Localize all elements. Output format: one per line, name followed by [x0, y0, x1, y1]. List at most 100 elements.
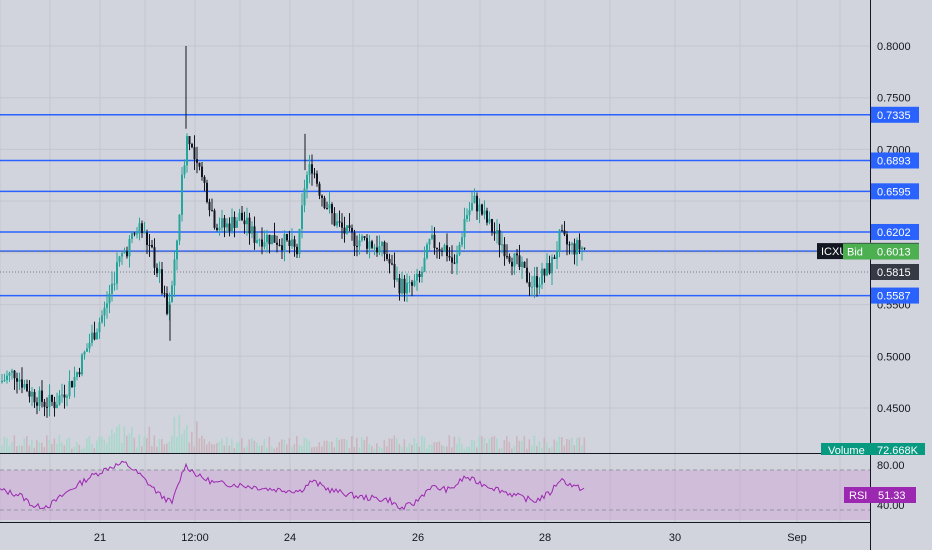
volume-bar	[266, 447, 268, 453]
candle-body	[471, 203, 473, 211]
candle-body	[348, 225, 351, 228]
volume-bar	[151, 446, 153, 453]
candle-body	[526, 267, 528, 283]
candle-body	[306, 174, 308, 189]
candle-body	[51, 394, 53, 402]
volume-bar	[511, 448, 513, 453]
candle-body	[366, 237, 368, 249]
candle-body	[316, 173, 318, 184]
candle-body	[248, 217, 251, 234]
candle-body	[441, 250, 443, 252]
candle-body	[286, 233, 288, 241]
volume-bar	[316, 446, 318, 453]
candle-body	[361, 236, 363, 241]
candle-body	[338, 221, 341, 223]
volume-bar	[218, 441, 221, 453]
volume-bar	[101, 436, 103, 453]
volume-bar	[448, 435, 451, 453]
candle-body	[381, 241, 383, 247]
candle-body	[346, 225, 348, 234]
volume-bar	[311, 447, 313, 453]
price-label: 0.6013	[877, 247, 911, 259]
candle-body	[3, 380, 6, 382]
volume-bar	[163, 444, 166, 453]
volume-bar	[406, 447, 408, 453]
volume-bar	[201, 435, 203, 453]
volume-bar	[443, 446, 446, 453]
candle-body	[173, 259, 176, 286]
volume-bar	[548, 448, 551, 453]
candle-body	[531, 286, 533, 288]
candle-body	[86, 348, 88, 352]
volume-bar	[138, 434, 141, 453]
volume-bar	[481, 436, 483, 453]
candle-body	[466, 215, 468, 219]
candle-body	[333, 213, 336, 226]
candle-body	[18, 379, 21, 382]
candle-body	[401, 278, 403, 294]
volume-bar	[53, 438, 56, 453]
volume-bar	[461, 444, 463, 453]
candle-body	[496, 230, 498, 234]
volume-bar	[506, 436, 508, 453]
volume-bar	[286, 444, 288, 453]
candle-body	[483, 210, 486, 215]
candle-body	[201, 166, 203, 177]
volume-bar	[191, 431, 193, 453]
volume-bar	[313, 446, 316, 453]
volume-bar	[383, 440, 386, 453]
candle-body	[246, 217, 248, 225]
candle-body	[113, 283, 116, 285]
candle-body	[251, 226, 253, 234]
candle-body	[558, 230, 561, 252]
rsi-tick-label: 80.00	[877, 460, 905, 472]
volume-bar	[161, 439, 163, 453]
candle-body	[38, 390, 41, 406]
volume-bar	[26, 436, 28, 453]
volume-bar	[288, 438, 291, 453]
candle-body	[8, 372, 11, 376]
volume-bar	[106, 443, 108, 453]
price-label: 0.6202	[877, 227, 911, 239]
volume-bar	[203, 439, 206, 453]
volume-bar	[568, 439, 571, 453]
volume-bar	[553, 439, 556, 453]
volume-bar	[486, 443, 488, 453]
candle-body	[166, 293, 168, 314]
candle-body	[151, 245, 153, 248]
volume-bar	[328, 441, 331, 453]
volume-bar	[46, 435, 48, 453]
candle-body	[31, 391, 33, 397]
candle-body	[153, 247, 156, 268]
volume-bar	[13, 435, 16, 453]
candle-body	[111, 283, 113, 294]
volume-bar	[241, 437, 243, 453]
candle-body	[551, 257, 553, 274]
volume-bar	[318, 442, 321, 453]
volume-bar	[476, 447, 478, 453]
candle-body	[218, 227, 221, 231]
price-label-bg	[871, 106, 919, 123]
candle-body	[268, 234, 271, 245]
candle-body	[228, 223, 231, 232]
volume-bar	[421, 435, 423, 453]
candle-body	[178, 214, 181, 241]
candle-body	[546, 263, 548, 276]
volume-bar	[523, 435, 526, 453]
candle-body	[458, 244, 461, 255]
volume-bar	[371, 446, 373, 453]
volume-bar	[148, 426, 151, 453]
candle-body	[103, 307, 106, 316]
volume-bar	[78, 444, 81, 453]
candle-body	[548, 263, 551, 274]
time-axis[interactable]: 21 12:00 24 26 28 30 Sep	[0, 523, 870, 550]
volume-bar	[236, 442, 238, 453]
volume-bar	[56, 443, 58, 453]
candle-body	[523, 261, 526, 268]
volume-value: 72.668K	[877, 445, 919, 457]
volume-bar	[528, 439, 531, 453]
volume-bar	[433, 442, 436, 453]
